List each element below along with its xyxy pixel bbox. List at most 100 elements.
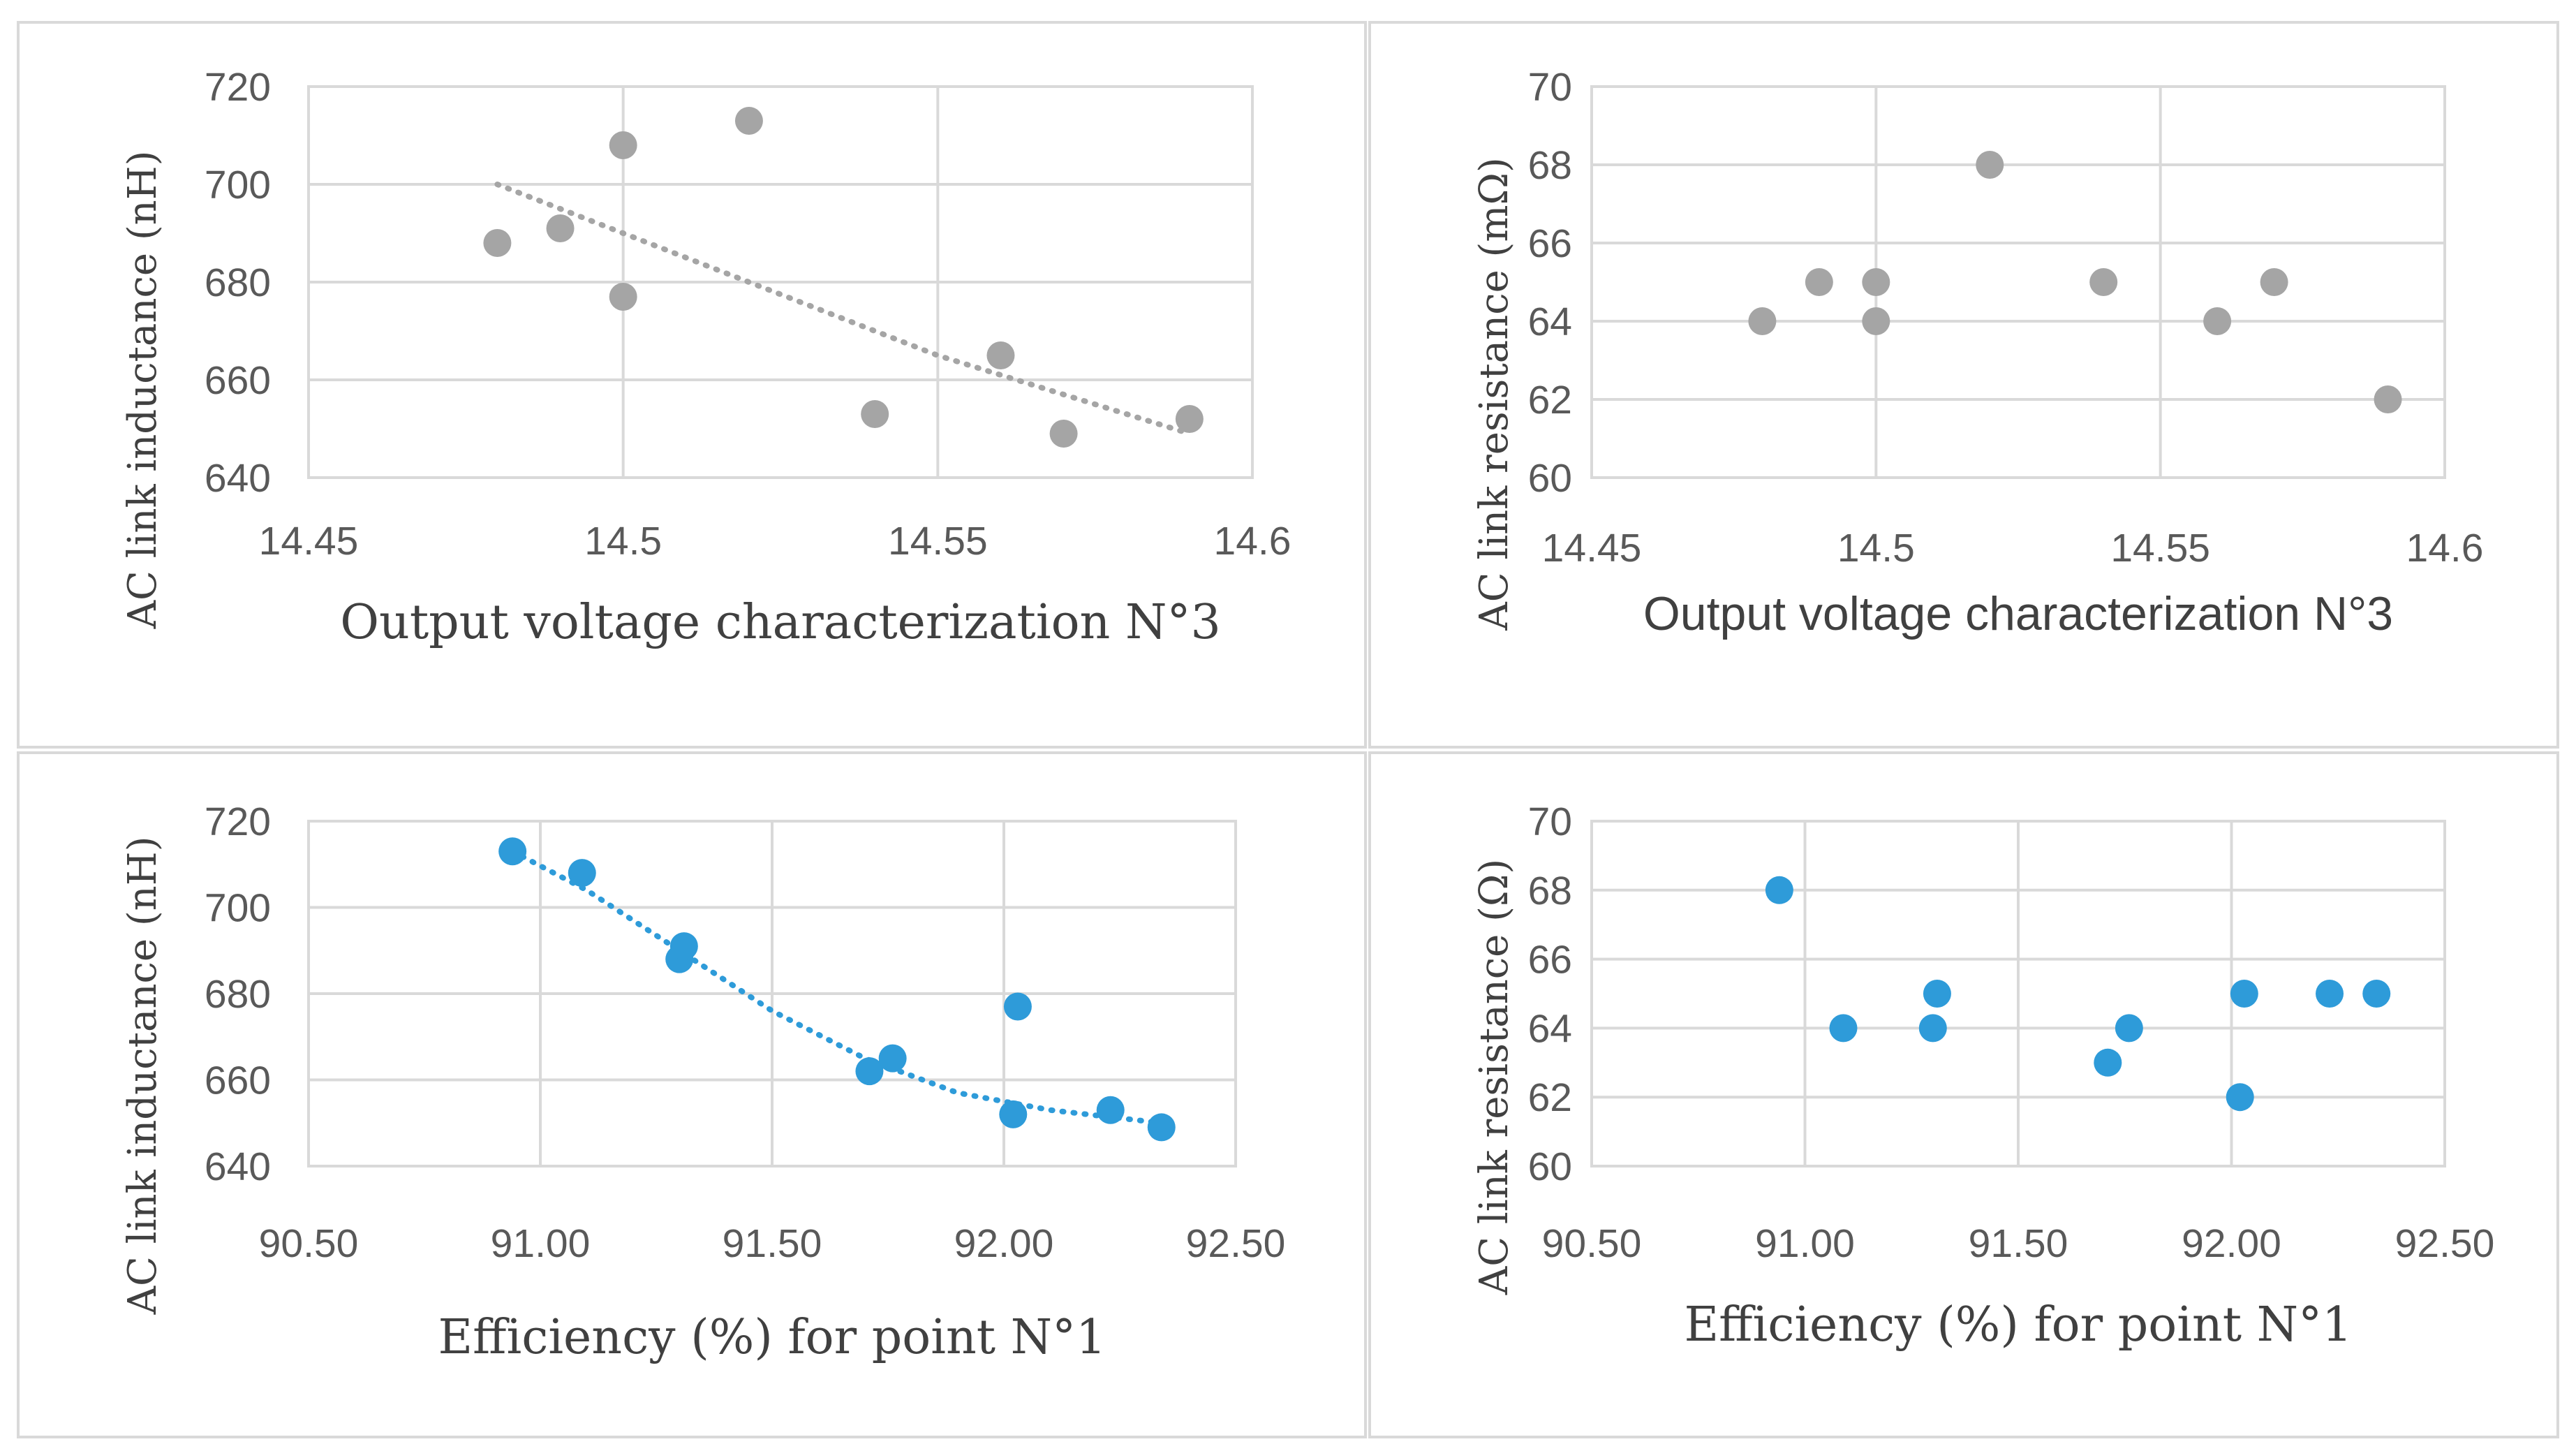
chart-resistance-vs-voltage: 14.45 14.5 14.55 14.6 60 62 64 66 68 70 Output vol… <box>1472 65 2484 640</box>
trendline <box>510 848 1164 1126</box>
x-tick-label: 14.5 <box>1837 526 1915 570</box>
y-tick-label: 640 <box>205 1144 271 1189</box>
data-point <box>2230 980 2258 1008</box>
data-point <box>1003 992 1032 1021</box>
x-axis-label: Efficiency (%) for point N°1 <box>438 1310 1106 1365</box>
y-axis-label: AC link resistance (Ω) <box>1472 859 1517 1295</box>
gridlines <box>307 85 1254 479</box>
y-tick-label: 660 <box>205 358 271 403</box>
data-point <box>1147 1113 1176 1142</box>
data-point <box>2226 1083 2254 1112</box>
data-point <box>1862 307 1890 335</box>
data-point <box>2362 980 2391 1008</box>
y-tick-label: 70 <box>1528 65 1572 110</box>
y-axis-label: AC link resistance (mΩ) <box>1472 157 1517 631</box>
x-tick-label: 14.45 <box>259 519 359 564</box>
plot-area <box>307 85 1254 479</box>
data-point <box>1923 980 1951 1008</box>
x-tick-label: 90.50 <box>1542 1221 1642 1266</box>
chart-inductance-vs-voltage: 14.45 14.5 14.55 14.6 640 660 680 700 720 Output … <box>120 65 1291 650</box>
y-axis-label: AC link inductance (nH) <box>120 837 165 1316</box>
y-tick-label: 64 <box>1528 300 1572 344</box>
plot-area <box>1590 85 2446 479</box>
x-tick-label: 91.50 <box>1969 1221 2068 1266</box>
chart-panel-top-right: 14.45 14.5 14.55 14.6 60 62 64 66 68 70 Output vol… <box>1368 21 2559 749</box>
y-tick-label: 64 <box>1528 1006 1572 1051</box>
y-tick-label: 66 <box>1528 221 1572 266</box>
data-point <box>1862 268 1890 296</box>
y-tick-label: 62 <box>1528 378 1572 422</box>
y-tick-label: 60 <box>1528 1144 1572 1189</box>
y-tick-label: 720 <box>205 65 271 110</box>
data-point <box>609 283 637 311</box>
chart-panel-bottom-left: 90.50 91.00 91.50 92.00 92.50 640 660 680 700 720… <box>17 751 1367 1438</box>
data-point <box>669 932 698 961</box>
gridlines <box>1590 85 2446 479</box>
y-tick-label: 68 <box>1528 143 1572 188</box>
data-point <box>734 107 763 135</box>
data-point <box>1748 307 1777 335</box>
data-point <box>1175 405 1204 433</box>
y-tick-label: 680 <box>205 972 271 1017</box>
y-tick-label: 60 <box>1528 456 1572 501</box>
data-point <box>498 837 527 866</box>
x-tick-label: 92.00 <box>2182 1221 2281 1266</box>
data-point <box>2089 268 2118 296</box>
data-point <box>568 859 596 887</box>
x-tick-label: 14.55 <box>2110 526 2210 570</box>
trendline <box>494 182 1192 436</box>
data-point <box>2094 1048 2122 1077</box>
x-tick-label: 92.00 <box>954 1221 1054 1266</box>
x-tick-label: 14.55 <box>888 519 988 564</box>
y-tick-label: 70 <box>1528 800 1572 844</box>
data-point <box>861 400 889 428</box>
y-tick-label: 720 <box>205 800 271 844</box>
data-point <box>483 229 512 257</box>
data-point <box>609 131 637 159</box>
x-axis-label: Output voltage characterization N°3 <box>340 595 1220 650</box>
x-tick-label: 91.50 <box>723 1221 822 1266</box>
data-point <box>1049 420 1078 448</box>
data-point <box>2316 980 2344 1008</box>
data-point <box>1765 876 1793 904</box>
data-point <box>1805 268 1833 296</box>
data-point <box>986 341 1015 369</box>
data-point <box>2203 307 2232 335</box>
x-tick-label: 92.50 <box>2395 1221 2495 1266</box>
y-tick-label: 640 <box>205 456 271 501</box>
y-tick-label: 660 <box>205 1059 271 1103</box>
x-tick-label: 91.00 <box>1755 1221 1855 1266</box>
data-point <box>546 214 575 242</box>
data-point <box>878 1044 907 1073</box>
chart-inductance-vs-efficiency: 90.50 91.00 91.50 92.00 92.50 640 660 680 700 720… <box>120 800 1286 1365</box>
x-axis-label: Output voltage characterization N°3 <box>1643 587 2393 640</box>
y-axis-label: AC link inductance (nH) <box>120 151 165 630</box>
y-tick-label: 66 <box>1528 938 1572 982</box>
data-point <box>1829 1014 1858 1043</box>
data-point <box>1976 151 2004 179</box>
x-tick-label: 90.50 <box>259 1221 359 1266</box>
y-tick-label: 68 <box>1528 869 1572 913</box>
y-tick-label: 680 <box>205 260 271 305</box>
data-point <box>999 1100 1028 1128</box>
y-tick-label: 700 <box>205 163 271 207</box>
x-axis-label: Efficiency (%) for point N°1 <box>1685 1297 2353 1353</box>
x-tick-label: 14.45 <box>1542 526 1642 570</box>
y-tick-label: 62 <box>1528 1075 1572 1120</box>
y-tick-label: 700 <box>205 886 271 931</box>
x-tick-label: 91.00 <box>491 1221 591 1266</box>
x-tick-label: 92.50 <box>1186 1221 1286 1266</box>
data-point <box>1096 1096 1125 1124</box>
data-point <box>855 1057 884 1086</box>
data-point <box>1918 1014 1947 1043</box>
chart-resistance-vs-efficiency: 90.50 91.00 91.50 92.00 92.50 60 62 64 66 68 70 Eff… <box>1472 800 2495 1353</box>
data-point <box>2260 268 2288 296</box>
x-tick-label: 14.6 <box>1214 519 1291 564</box>
x-tick-label: 14.5 <box>584 519 662 564</box>
data-point <box>2115 1014 2143 1043</box>
data-point <box>2374 385 2402 413</box>
plot-area <box>307 820 1237 1168</box>
chart-panel-bottom-right: 90.50 91.00 91.50 92.00 92.50 60 62 64 66 68 70 Eff… <box>1368 751 2559 1438</box>
x-tick-label: 14.6 <box>2406 526 2484 570</box>
plot-area <box>1590 820 2446 1168</box>
